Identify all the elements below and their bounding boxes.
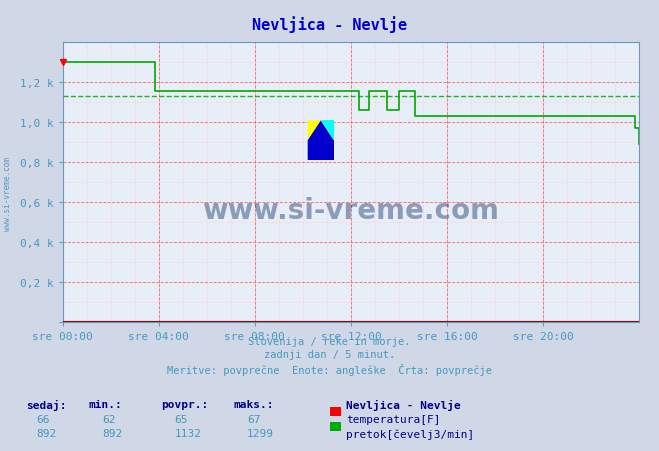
Text: pretok[čevelj3/min]: pretok[čevelj3/min] <box>346 428 474 439</box>
Text: maks.:: maks.: <box>234 399 274 409</box>
Text: 66: 66 <box>36 414 49 424</box>
Text: 892: 892 <box>102 428 123 438</box>
Text: www.si-vreme.com: www.si-vreme.com <box>202 197 500 225</box>
Text: 1132: 1132 <box>175 428 202 438</box>
Text: temperatura[F]: temperatura[F] <box>346 414 440 424</box>
Text: zadnji dan / 5 minut.: zadnji dan / 5 minut. <box>264 350 395 359</box>
Text: povpr.:: povpr.: <box>161 399 209 409</box>
Text: 62: 62 <box>102 414 115 424</box>
Text: Nevljica - Nevlje: Nevljica - Nevlje <box>346 399 461 410</box>
Text: 67: 67 <box>247 414 260 424</box>
Text: 892: 892 <box>36 428 57 438</box>
Text: Nevljica - Nevlje: Nevljica - Nevlje <box>252 16 407 32</box>
Text: Slovenija / reke in morje.: Slovenija / reke in morje. <box>248 336 411 346</box>
Polygon shape <box>321 121 333 141</box>
Text: www.si-vreme.com: www.si-vreme.com <box>3 157 13 231</box>
Text: min.:: min.: <box>89 399 123 409</box>
Text: 65: 65 <box>175 414 188 424</box>
Text: sedaj:: sedaj: <box>26 399 67 410</box>
Bar <box>308 141 333 160</box>
Text: 1299: 1299 <box>247 428 274 438</box>
Polygon shape <box>308 121 321 141</box>
Polygon shape <box>308 121 333 160</box>
Text: Meritve: povprečne  Enote: angleške  Črta: povprečje: Meritve: povprečne Enote: angleške Črta:… <box>167 363 492 375</box>
